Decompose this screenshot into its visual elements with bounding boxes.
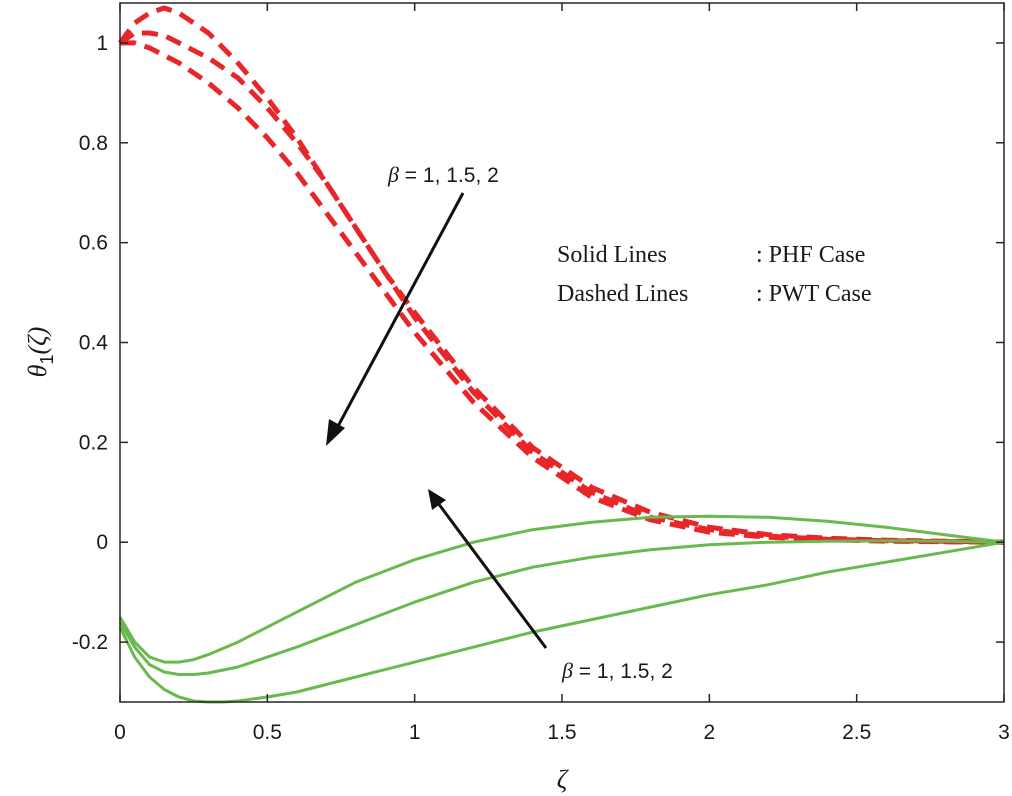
x-tick-label: 0.5 — [253, 721, 282, 744]
series-line-dashed-2 — [120, 40, 1005, 545]
y-tick-label: 0.6 — [79, 232, 108, 255]
svg-text:β = 1, 1.5, 2: β = 1, 1.5, 2 — [387, 162, 499, 187]
legend-item-dashed-label: Dashed Lines — [557, 281, 688, 307]
annotation-dashed-arrow — [334, 192, 465, 431]
annotation-dashed: β = 1, 1.5, 2 — [326, 162, 499, 446]
svg-text:θ1(ζ): θ1(ζ) — [23, 327, 57, 378]
ticks-layer — [119, 3, 1005, 702]
x-tick-label: 1.5 — [547, 721, 576, 744]
y-axis-label: θ1(ζ) — [23, 327, 57, 378]
annotation-dashed-symbol: β — [387, 162, 399, 187]
x-axis-label: ζ — [557, 765, 569, 794]
series-line-dashed-1 — [117, 5, 1005, 545]
plot-frame — [119, 2, 1005, 703]
series-line-solid-3 — [118, 514, 1005, 664]
series-line-solid-5 — [118, 540, 1005, 704]
x-tick-label: 0 — [114, 721, 126, 744]
annotation-dashed-arrowhead — [326, 419, 345, 446]
y-tick-label: 0 — [96, 531, 108, 554]
y-tick-label: 1 — [96, 32, 108, 55]
y-tick-label: 0.2 — [79, 431, 108, 454]
annotation-solid-arrowhead — [428, 489, 446, 510]
annotation-solid: β = 1, 1.5, 2 — [428, 489, 673, 683]
series-line-solid-4 — [118, 539, 1005, 676]
legend-item-solid-value: : PHF Case — [756, 242, 865, 268]
y-axis-label-arg: (ζ) — [23, 327, 52, 355]
annotation-dashed-text: = 1, 1.5, 2 — [399, 164, 499, 187]
x-tick-label: 2 — [703, 721, 715, 744]
y-tick-label: 0.8 — [79, 132, 108, 155]
series-layer — [117, 5, 1005, 704]
svg-text:β = 1, 1.5, 2: β = 1, 1.5, 2 — [561, 658, 673, 683]
y-tick-label: -0.2 — [72, 631, 108, 654]
x-tick-label: 2.5 — [842, 721, 871, 744]
x-tick-label: 1 — [409, 721, 421, 744]
y-axis-label-sub: 1 — [37, 355, 57, 365]
legend: Solid Lines : PHF Case Dashed Lines : PW… — [557, 242, 872, 307]
legend-item-dashed-value: : PWT Case — [756, 281, 872, 307]
annotation-solid-text: = 1, 1.5, 2 — [573, 660, 673, 683]
annotation-solid-arrow — [436, 502, 548, 649]
y-axis-label-base: θ — [23, 364, 52, 377]
legend-item-solid-label: Solid Lines — [557, 242, 667, 268]
y-tick-label: 0.4 — [79, 332, 109, 355]
annotation-solid-symbol: β — [561, 658, 573, 683]
labels-layer: 0 0.5 1 1.5 2 2.5 3 -0.2 0 0.2 0.4 0.6 0.8 1 — [72, 32, 1010, 744]
x-tick-label: 3 — [998, 721, 1010, 744]
